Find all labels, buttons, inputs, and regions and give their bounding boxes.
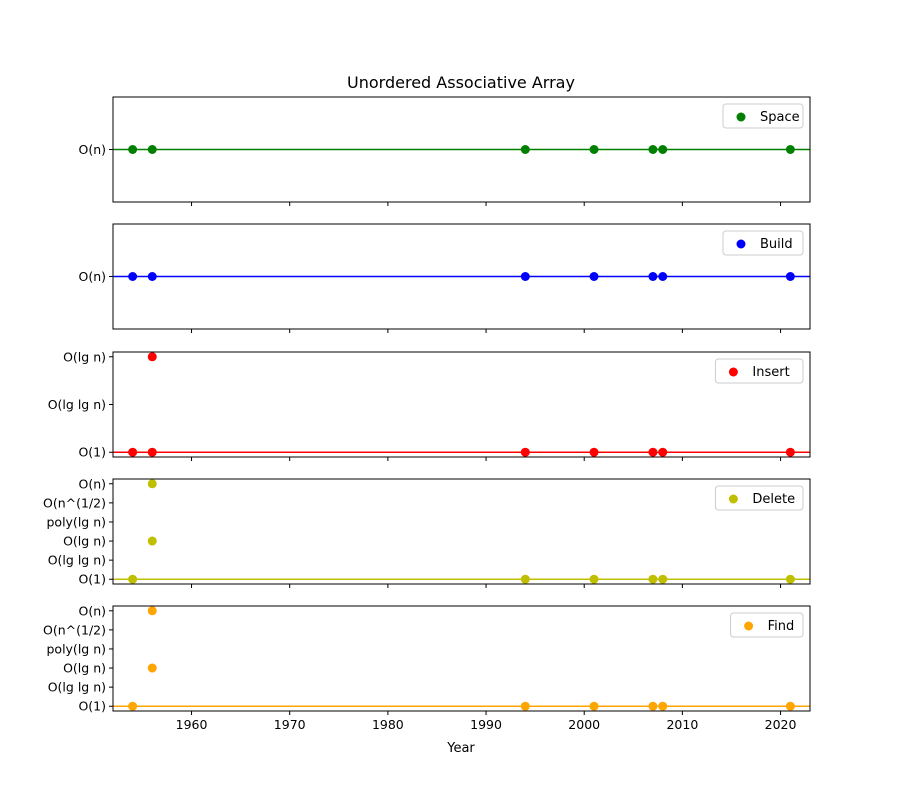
legend-label: Insert — [752, 365, 789, 380]
y-tick-label: O(1) — [78, 572, 106, 587]
y-tick-label: poly(lg n) — [46, 641, 106, 656]
x-tick-label: 2000 — [568, 717, 600, 732]
legend-label: Delete — [752, 492, 795, 507]
point-build-0 — [128, 272, 138, 281]
legend-marker — [744, 621, 754, 631]
point-space-4 — [648, 145, 658, 154]
point-find-5 — [648, 701, 658, 711]
point-delete-0 — [128, 574, 138, 584]
legend-box — [722, 230, 804, 256]
point-build-3 — [589, 272, 599, 281]
legend-label: Space — [760, 110, 800, 125]
point-delete-7 — [785, 574, 795, 584]
legend-box — [730, 612, 804, 638]
legend-space: Space — [722, 103, 804, 129]
point-space-0 — [128, 145, 138, 154]
y-tick-label: O(lg n) — [63, 349, 106, 364]
legend-box — [714, 358, 804, 384]
legend-marker — [728, 494, 738, 504]
point-space-6 — [785, 145, 795, 154]
panel-find: O(1) O(lg lg n) O(lg n) poly(lg n) O(n^(1/2)… — [43, 603, 811, 732]
panels: O(n) Space O(n) Build O(1) O(lg lg n) O(lg n) I… — [43, 96, 811, 732]
y-tick-label: O(1) — [78, 445, 106, 460]
point-delete-3 — [520, 574, 530, 584]
legend-marker — [728, 367, 738, 377]
legend-delete: Delete — [714, 485, 804, 511]
y-tick-label: O(n^(1/2) — [43, 495, 106, 510]
legend-label: Find — [768, 619, 795, 634]
point-insert-5 — [648, 447, 658, 457]
x-tick-label: 1980 — [372, 717, 404, 732]
y-tick-label: O(n^(1/2) — [43, 622, 106, 637]
point-find-2 — [147, 606, 157, 616]
point-insert-0 — [128, 447, 138, 457]
point-build-1 — [147, 272, 157, 281]
point-insert-6 — [658, 447, 668, 457]
chart-title: Unordered Associative Array — [347, 73, 575, 92]
panel-frame — [112, 605, 811, 712]
legend-marker — [736, 112, 746, 122]
point-build-2 — [520, 272, 530, 281]
panel-delete: O(1) O(lg lg n) O(lg n) poly(lg n) O(n^(1/2)… — [43, 476, 811, 588]
panel-build: O(n) Build — [78, 223, 811, 333]
y-tick-label: O(n) — [78, 269, 106, 284]
point-build-4 — [648, 272, 658, 281]
legend-marker — [736, 239, 746, 249]
x-tick-label: 1990 — [470, 717, 502, 732]
point-space-5 — [658, 145, 668, 154]
panel-frame — [112, 351, 811, 458]
panel-insert: O(1) O(lg lg n) O(lg n) Insert — [48, 349, 811, 461]
legend-label: Build — [760, 237, 793, 252]
point-find-3 — [520, 701, 530, 711]
point-find-6 — [658, 701, 668, 711]
y-tick-label: O(n) — [78, 142, 106, 157]
point-find-0 — [128, 701, 138, 711]
y-tick-label: O(lg lg n) — [48, 680, 106, 695]
y-tick-label: O(lg lg n) — [48, 397, 106, 412]
point-insert-1 — [147, 447, 157, 457]
x-tick-label: 1970 — [274, 717, 306, 732]
point-insert-2 — [147, 352, 157, 362]
y-tick-label: O(n) — [78, 476, 106, 491]
point-find-4 — [589, 701, 599, 711]
y-tick-label: O(lg n) — [63, 534, 106, 549]
panel-space: O(n) Space — [78, 96, 811, 206]
legend-box — [714, 485, 804, 511]
point-insert-7 — [785, 447, 795, 457]
x-axis-label: Year — [446, 741, 475, 756]
point-space-3 — [589, 145, 599, 154]
point-find-7 — [785, 701, 795, 711]
point-delete-5 — [648, 574, 658, 584]
point-build-5 — [658, 272, 668, 281]
x-tick-label: 2010 — [666, 717, 698, 732]
point-insert-3 — [520, 447, 530, 457]
legend-box — [722, 103, 804, 129]
y-tick-label: O(n) — [78, 603, 106, 618]
y-tick-label: O(lg lg n) — [48, 553, 106, 568]
point-delete-1 — [147, 536, 157, 546]
point-build-6 — [785, 272, 795, 281]
point-delete-4 — [589, 574, 599, 584]
y-tick-label: O(1) — [78, 699, 106, 714]
x-tick-label: 2020 — [765, 717, 797, 732]
point-delete-2 — [147, 479, 157, 489]
legend-build: Build — [722, 230, 804, 256]
point-delete-6 — [658, 574, 668, 584]
panel-frame — [112, 478, 811, 585]
legend-find: Find — [730, 612, 804, 638]
point-insert-4 — [589, 447, 599, 457]
point-find-1 — [147, 663, 157, 673]
point-space-1 — [147, 145, 157, 154]
y-tick-label: O(lg n) — [63, 661, 106, 676]
y-tick-label: poly(lg n) — [46, 514, 106, 529]
x-tick-label: 1960 — [176, 717, 208, 732]
legend-insert: Insert — [714, 358, 804, 384]
point-space-2 — [520, 145, 530, 154]
